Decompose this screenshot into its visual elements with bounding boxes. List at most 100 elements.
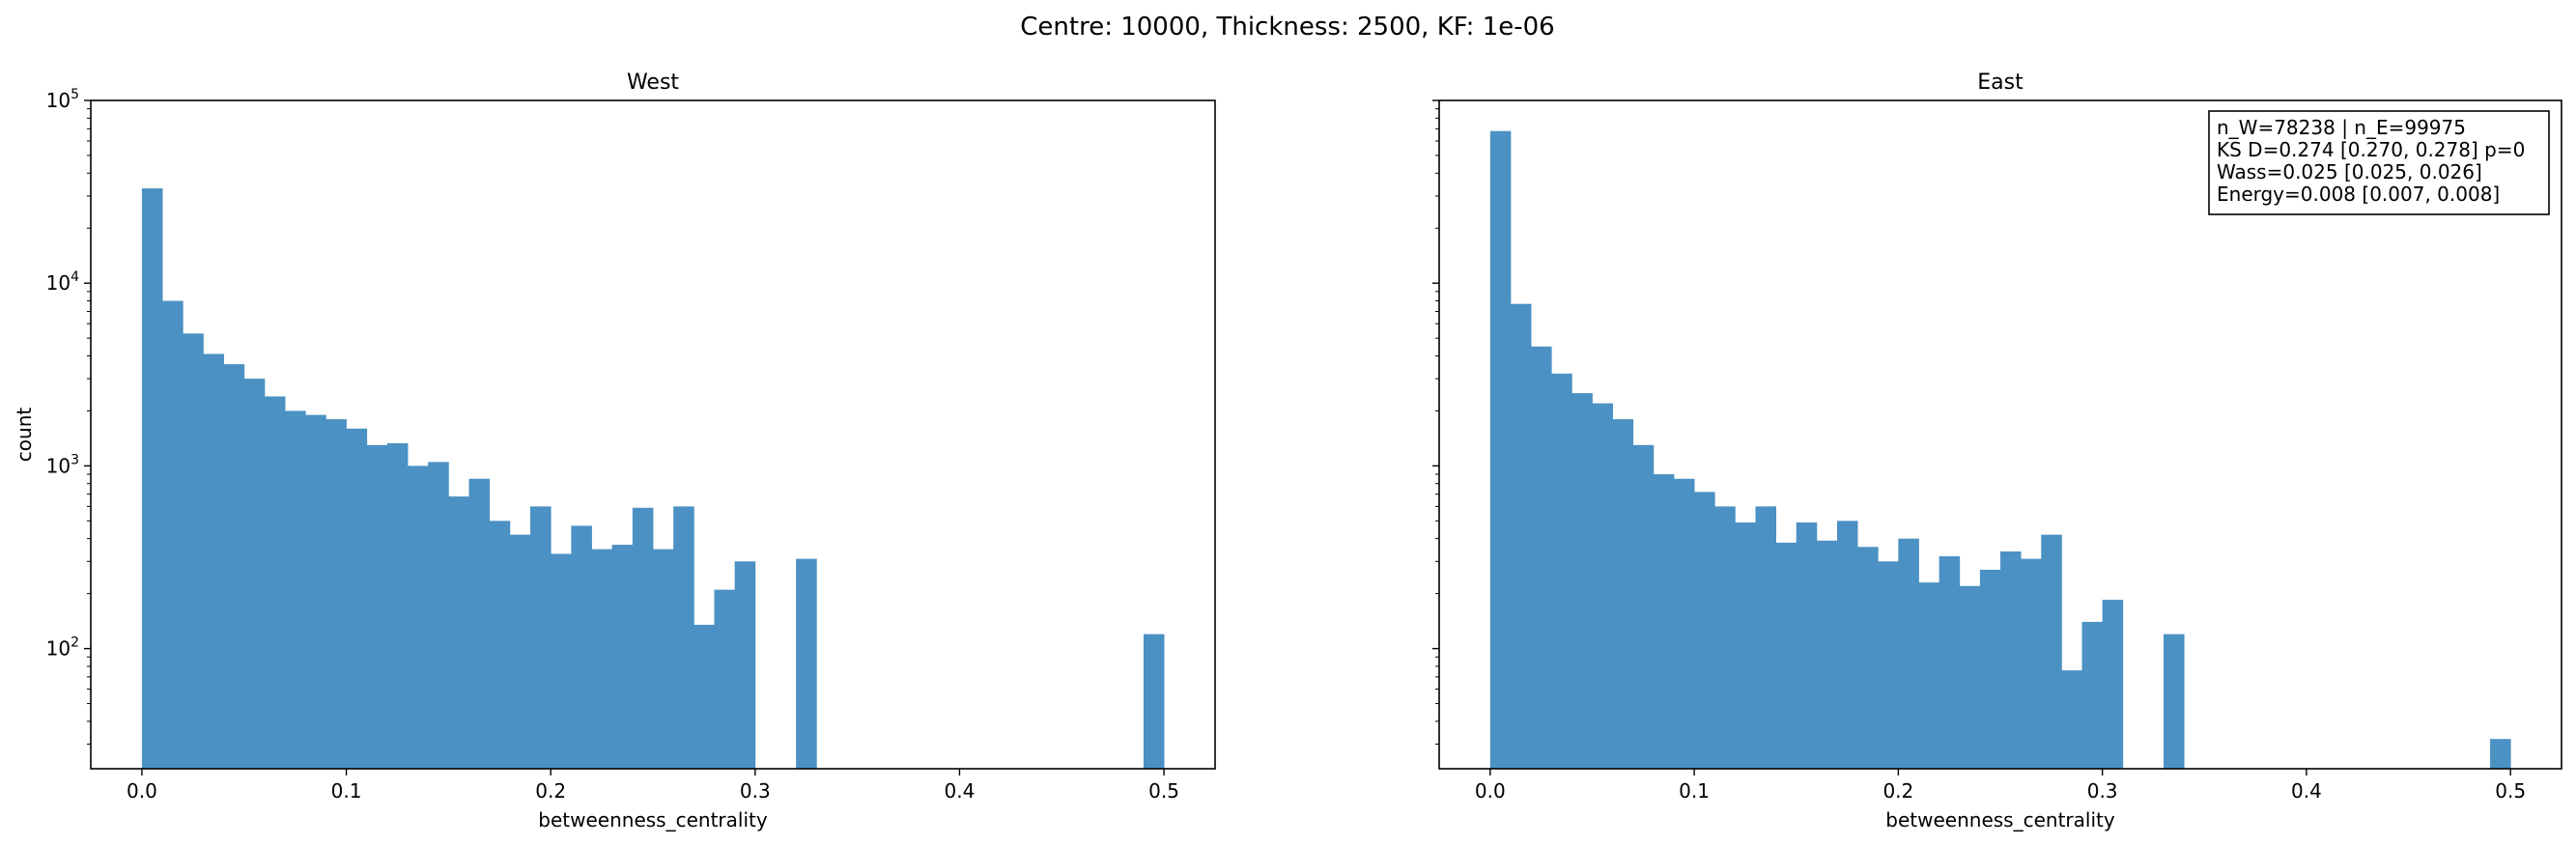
west-histogram-bar [673, 506, 694, 769]
figure-suptitle: Centre: 10000, Thickness: 2500, KF: 1e-0… [1020, 13, 1554, 42]
east-histogram-bar [1796, 522, 1818, 769]
west-histogram-bar [551, 553, 572, 769]
west-histogram-bar [346, 428, 368, 769]
west-ytick-label: 102 [46, 635, 79, 661]
west-y-axis: 102 103 104 105 [46, 87, 91, 746]
west-histogram-bar [591, 549, 613, 769]
east-histogram-bar [1592, 403, 1613, 769]
east-histogram-bar [1632, 444, 1655, 769]
east-histogram-bar [1939, 556, 1961, 769]
west-ytick-label: 104 [46, 269, 79, 295]
west-histogram-bar [305, 414, 326, 769]
east-histogram-bar [1531, 346, 1552, 769]
east-histogram-bar [2490, 739, 2511, 769]
west-xtick-label: 0.2 [535, 779, 566, 803]
west-histogram-bar [448, 496, 469, 769]
west-xtick-label: 0.5 [1148, 779, 1179, 803]
west-histogram-bar [326, 419, 347, 769]
east-axes-frame [1438, 99, 2562, 770]
east-xtick-label: 0.5 [2495, 779, 2526, 803]
east-histogram-bar [2061, 670, 2082, 769]
east-x-axis: 0.0 0.1 0.2 0.3 0.4 0.5 [1475, 769, 2526, 803]
east-histogram-bar [1898, 538, 1919, 769]
west-histogram-bar [509, 534, 531, 769]
west-histogram-bar [714, 589, 736, 769]
east-title: East [1977, 70, 2024, 95]
west-ylabel: count [13, 408, 36, 463]
east-histogram-bar [1918, 582, 1940, 769]
west-xtick-label: 0.3 [740, 779, 771, 803]
west-histogram-bar [408, 465, 429, 769]
east-xtick-label: 0.4 [2291, 779, 2322, 803]
west-histogram-bar [632, 507, 654, 769]
west-histogram-bar [223, 364, 245, 769]
west-histogram-bar [796, 558, 817, 769]
west-xtick-label: 0.4 [945, 779, 976, 803]
west-bars [141, 188, 1165, 770]
west-histogram-bar [203, 353, 224, 769]
east-histogram-bar [1979, 569, 2001, 769]
west-histogram-bar [285, 410, 306, 769]
west-histogram-bar [530, 506, 552, 769]
west-histogram-bar [611, 545, 634, 769]
east-histogram-bar [1694, 492, 1715, 769]
east-histogram-bar [1735, 522, 1756, 769]
east-histogram-bar [1714, 506, 1736, 769]
west-histogram-bar [653, 549, 674, 769]
east-histogram-bar [1816, 540, 1838, 769]
east-bars [1489, 130, 2511, 769]
east-histogram-bar [1489, 130, 1512, 769]
panel-east: East 0.0 0.1 0.2 0.3 0.4 0.5 betweenness_cent… [1432, 70, 2562, 832]
east-histogram-bar [2164, 634, 2185, 769]
west-histogram-bar [264, 396, 286, 769]
west-histogram-bar [243, 379, 266, 769]
east-histogram-bar [2021, 558, 2042, 769]
east-xlabel: betweenness_centrality [1885, 808, 2115, 832]
east-histogram-bar [1551, 373, 1572, 769]
east-histogram-bar [2041, 534, 2062, 769]
west-histogram-bar [1143, 634, 1165, 769]
east-xtick-label: 0.0 [1475, 779, 1506, 803]
west-axes-frame [90, 99, 1216, 770]
east-histogram-bar [1775, 542, 1798, 769]
stats-annotation-box: n_W=78238 | n_E=99975 KS D=0.274 [0.270,… [2208, 110, 2550, 215]
west-histogram-bar [386, 442, 409, 769]
stats-annotation-frame [2208, 110, 2550, 215]
east-xtick-label: 0.3 [2087, 779, 2118, 803]
west-histogram-bar [489, 521, 511, 769]
east-histogram-bar [1510, 303, 1532, 769]
west-ytick-label: 105 [46, 87, 79, 112]
west-x-axis: 0.0 0.1 0.2 0.3 0.4 0.5 [127, 769, 1179, 803]
stats-line-wass: Wass=0.025 [0.025, 0.026] [2217, 160, 2482, 183]
east-histogram-bar [1857, 547, 1879, 769]
east-histogram-bar [1612, 419, 1634, 769]
west-xtick-label: 0.1 [331, 779, 362, 803]
east-histogram-bar [1878, 561, 1899, 769]
east-xtick-label: 0.2 [1882, 779, 1913, 803]
stats-line-counts: n_W=78238 | n_E=99975 [2217, 116, 2466, 139]
west-histogram-bar [366, 444, 388, 769]
east-histogram-bar [2102, 600, 2124, 769]
east-histogram-bar [2000, 551, 2022, 769]
panel-west: West 0.0 0.1 0.2 0.3 0.4 0.5 102 103 104 105 bet… [13, 70, 1216, 832]
east-y-axis [1432, 99, 1439, 746]
west-histogram-bar [183, 333, 204, 769]
west-xlabel: betweenness_centrality [538, 808, 768, 832]
west-histogram-bar [162, 300, 184, 769]
east-histogram-bar [1959, 585, 1981, 769]
west-histogram-bar [571, 525, 592, 769]
east-histogram-bar [1571, 393, 1593, 769]
west-histogram-bar [468, 478, 491, 769]
west-ytick-label: 103 [46, 452, 79, 477]
stats-line-energy: Energy=0.008 [0.007, 0.008] [2217, 183, 2500, 206]
west-histogram-bar [141, 188, 163, 770]
stats-line-ks: KS D=0.274 [0.270, 0.278] p=0 [2217, 138, 2525, 161]
west-title: West [627, 70, 679, 95]
west-histogram-bar [428, 462, 449, 769]
west-histogram-bar [694, 624, 715, 769]
east-histogram-bar [1673, 478, 1695, 769]
west-xtick-label: 0.0 [127, 779, 157, 803]
east-histogram-bar [1836, 521, 1858, 769]
east-histogram-bar [1755, 506, 1776, 769]
